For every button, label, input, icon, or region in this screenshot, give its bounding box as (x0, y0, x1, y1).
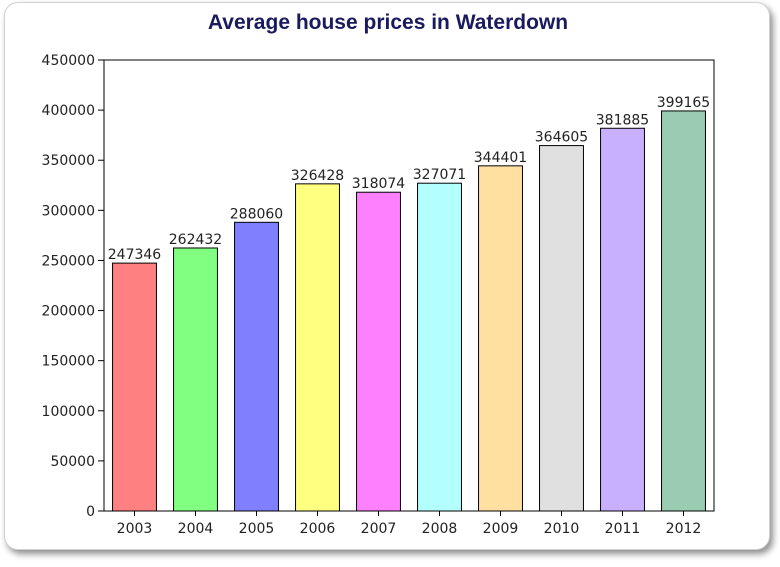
bar-2010 (539, 145, 584, 512)
data-label-2005: 288060 (230, 206, 283, 222)
x-tick-label-2004: 2004 (178, 521, 214, 537)
y-tick-label: 350000 (42, 153, 95, 169)
data-label-2003: 247346 (108, 247, 162, 263)
data-label-2011: 381885 (596, 112, 649, 128)
data-label-2006: 326428 (291, 168, 344, 184)
chart-title: Average house prices in Waterdown (207, 11, 569, 34)
x-tick-label-2008: 2008 (422, 521, 458, 537)
y-tick-label: 300000 (42, 203, 95, 219)
y-tick-label: 0 (86, 504, 95, 520)
x-tick-label-2010: 2010 (544, 521, 580, 537)
data-label-2012: 399165 (657, 95, 710, 111)
data-label-2009: 344401 (474, 150, 527, 166)
data-label-2004: 262432 (169, 232, 222, 248)
data-label-2010: 364605 (535, 130, 588, 146)
bar-2004 (173, 247, 218, 512)
y-tick-label: 250000 (42, 253, 95, 269)
x-tick-label-2007: 2007 (361, 521, 397, 537)
x-tick-label-2006: 2006 (300, 521, 336, 537)
bar-2006 (295, 183, 340, 512)
x-tick-label-2012: 2012 (666, 521, 702, 537)
x-tick-label-2011: 2011 (605, 521, 641, 537)
bar-2011 (600, 127, 645, 512)
bar-2009 (478, 165, 523, 512)
y-tick-label: 200000 (42, 304, 95, 320)
x-tick-label-2005: 2005 (239, 521, 275, 537)
data-label-2008: 327071 (413, 167, 466, 183)
x-tick-label-2003: 2003 (117, 521, 153, 537)
x-tick-label-2009: 2009 (483, 521, 519, 537)
bar-2005 (234, 221, 279, 512)
y-tick-label: 50000 (50, 454, 95, 470)
bar-2008 (417, 182, 462, 512)
bar-2012 (661, 110, 706, 512)
y-tick-label: 150000 (42, 354, 95, 370)
y-tick-label: 100000 (42, 404, 95, 420)
data-label-2007: 318074 (352, 176, 406, 192)
y-tick-label: 450000 (42, 53, 95, 69)
plot-frame (103, 59, 715, 512)
y-tick-label: 400000 (42, 103, 95, 119)
bar-2003 (112, 262, 157, 512)
bar-2007 (356, 191, 401, 512)
